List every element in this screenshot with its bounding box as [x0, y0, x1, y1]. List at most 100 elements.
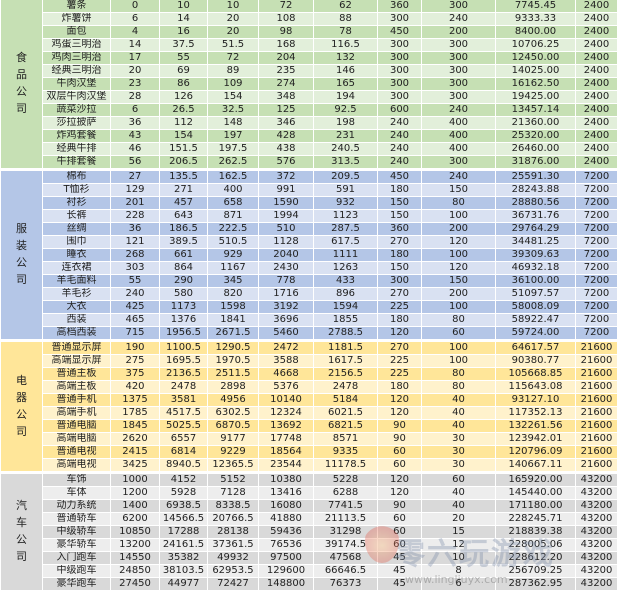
value-cell[interactable]: 150 — [378, 210, 422, 223]
item-name-cell[interactable]: 羊毛面料 — [43, 275, 111, 288]
value-cell[interactable]: 300 — [422, 39, 496, 52]
value-cell[interactable]: 180 — [378, 184, 422, 197]
value-cell[interactable]: 2415 — [111, 446, 160, 459]
value-cell[interactable]: 72 — [259, 0, 314, 13]
value-cell[interactable]: 240 — [422, 13, 496, 26]
value-cell[interactable]: 123942.01 — [496, 433, 576, 446]
value-cell[interactable]: 1123 — [314, 210, 378, 223]
value-cell[interactable]: 9229 — [208, 446, 259, 459]
value-cell[interactable]: 43200 — [576, 513, 617, 526]
value-cell[interactable]: 5184 — [314, 394, 378, 407]
value-cell[interactable]: 5025.5 — [160, 420, 208, 433]
item-name-cell[interactable]: 睡衣 — [43, 249, 111, 262]
value-cell[interactable]: 10 — [208, 0, 259, 13]
value-cell[interactable]: 7200 — [576, 301, 617, 314]
value-cell[interactable]: 1200 — [111, 487, 160, 500]
value-cell[interactable]: 428 — [259, 130, 314, 143]
value-cell[interactable]: 7200 — [576, 314, 617, 327]
value-cell[interactable]: 991 — [259, 184, 314, 197]
value-cell[interactable]: 228245.71 — [496, 513, 576, 526]
value-cell[interactable]: 16162.50 — [496, 78, 576, 91]
value-cell[interactable]: 345 — [208, 275, 259, 288]
value-cell[interactable]: 6938.5 — [160, 500, 208, 513]
value-cell[interactable]: 60 — [378, 539, 422, 552]
value-cell[interactable]: 300 — [422, 52, 496, 65]
value-cell[interactable]: 400 — [422, 130, 496, 143]
value-cell[interactable]: 2400 — [576, 130, 617, 143]
item-name-cell[interactable]: 连衣裙 — [43, 262, 111, 275]
value-cell[interactable]: 21600 — [576, 459, 617, 473]
value-cell[interactable]: 100 — [422, 341, 496, 355]
value-cell[interactable]: 1785 — [111, 407, 160, 420]
item-name-cell[interactable]: 高档西装 — [43, 327, 111, 341]
value-cell[interactable]: 13200 — [111, 539, 160, 552]
item-name-cell[interactable]: 普通主板 — [43, 368, 111, 381]
value-cell[interactable]: 1845 — [111, 420, 160, 433]
item-name-cell[interactable]: 羊毛衫 — [43, 288, 111, 301]
value-cell[interactable]: 98 — [259, 26, 314, 39]
value-cell[interactable]: 1167 — [208, 262, 259, 275]
value-cell[interactable]: 580 — [160, 288, 208, 301]
value-cell[interactable]: 125 — [259, 104, 314, 117]
value-cell[interactable]: 2472 — [259, 341, 314, 355]
value-cell[interactable]: 1970.5 — [208, 355, 259, 368]
value-cell[interactable]: 89 — [208, 65, 259, 78]
value-cell[interactable]: 346 — [259, 117, 314, 130]
value-cell[interactable]: 23544 — [259, 459, 314, 473]
value-cell[interactable]: 41880 — [259, 513, 314, 526]
value-cell[interactable]: 154 — [160, 130, 208, 143]
value-cell[interactable]: 21600 — [576, 341, 617, 355]
value-cell[interactable]: 8400.00 — [496, 26, 576, 39]
value-cell[interactable]: 60 — [422, 473, 496, 487]
value-cell[interactable]: 389.5 — [160, 236, 208, 249]
value-cell[interactable]: 197 — [208, 130, 259, 143]
value-cell[interactable]: 120 — [378, 487, 422, 500]
value-cell[interactable]: 7200 — [576, 197, 617, 210]
value-cell[interactable]: 1375 — [111, 394, 160, 407]
value-cell[interactable]: 12324 — [259, 407, 314, 420]
item-name-cell[interactable]: 鸡肉三明治 — [43, 52, 111, 65]
value-cell[interactable]: 218839.38 — [496, 526, 576, 539]
value-cell[interactable]: 4956 — [208, 394, 259, 407]
value-cell[interactable]: 21600 — [576, 355, 617, 368]
value-cell[interactable]: 129 — [111, 184, 160, 197]
value-cell[interactable]: 3192 — [259, 301, 314, 314]
value-cell[interactable]: 10380 — [259, 473, 314, 487]
value-cell[interactable]: 25591.30 — [496, 170, 576, 184]
value-cell[interactable]: 20 — [111, 65, 160, 78]
value-cell[interactable]: 400 — [422, 117, 496, 130]
value-cell[interactable]: 1716 — [259, 288, 314, 301]
value-cell[interactable]: 1695.5 — [160, 355, 208, 368]
value-cell[interactable]: 14 — [111, 39, 160, 52]
value-cell[interactable]: 1617.5 — [314, 355, 378, 368]
value-cell[interactable]: 1263 — [314, 262, 378, 275]
value-cell[interactable]: 186.5 — [160, 223, 208, 236]
value-cell[interactable]: 8 — [422, 565, 496, 578]
value-cell[interactable]: 20 — [422, 513, 496, 526]
value-cell[interactable]: 715 — [111, 327, 160, 341]
value-cell[interactable]: 2430 — [259, 262, 314, 275]
value-cell[interactable]: 36731.76 — [496, 210, 576, 223]
value-cell[interactable]: 2788.5 — [314, 327, 378, 341]
value-cell[interactable]: 108 — [259, 13, 314, 26]
value-cell[interactable]: 231 — [314, 130, 378, 143]
value-cell[interactable]: 19425.00 — [496, 91, 576, 104]
value-cell[interactable]: 932 — [314, 197, 378, 210]
value-cell[interactable]: 600 — [378, 104, 422, 117]
value-cell[interactable]: 268 — [111, 249, 160, 262]
value-cell[interactable]: 90 — [378, 420, 422, 433]
value-cell[interactable]: 17748 — [259, 433, 314, 446]
value-cell[interactable]: 1000 — [111, 473, 160, 487]
value-cell[interactable]: 10140 — [259, 394, 314, 407]
value-cell[interactable]: 39309.63 — [496, 249, 576, 262]
value-cell[interactable]: 59436 — [259, 526, 314, 539]
value-cell[interactable]: 643 — [160, 210, 208, 223]
value-cell[interactable]: 28880.56 — [496, 197, 576, 210]
value-cell[interactable]: 256709.25 — [496, 565, 576, 578]
value-cell[interactable]: 10 — [422, 552, 496, 565]
value-cell[interactable]: 150 — [378, 262, 422, 275]
value-cell[interactable]: 2400 — [576, 156, 617, 170]
value-cell[interactable]: 14 — [160, 13, 208, 26]
value-cell[interactable]: 80 — [422, 381, 496, 394]
value-cell[interactable]: 180 — [378, 249, 422, 262]
